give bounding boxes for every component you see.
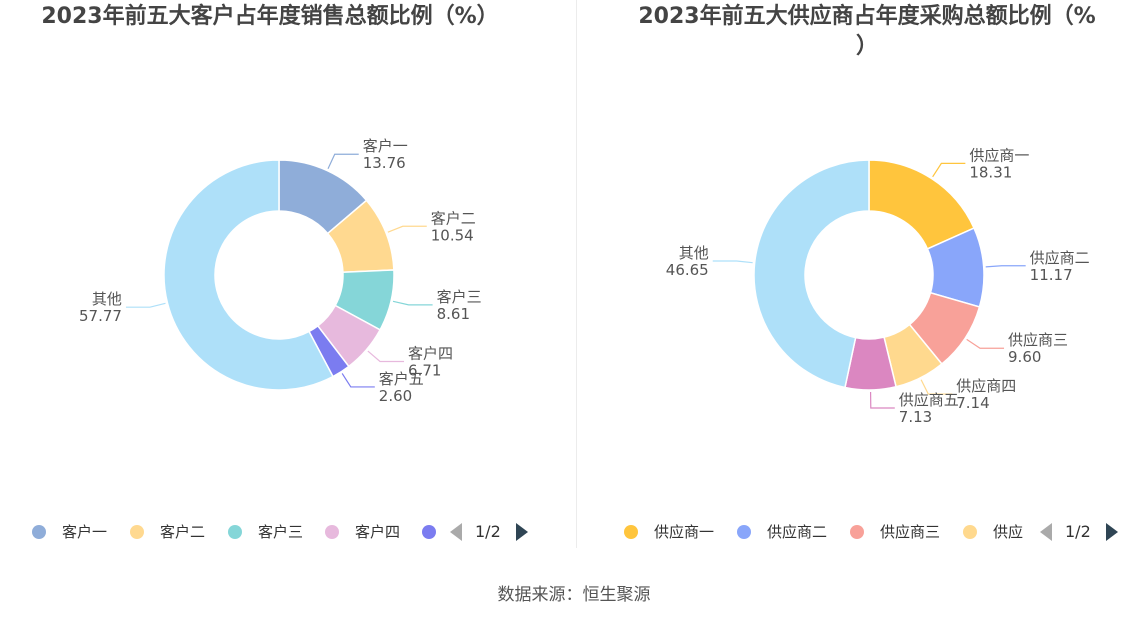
chart-legend: 供应商一 供应商二 供应商三 供应 1/2: [577, 518, 1148, 546]
supplier-slice-label-1: 供应商一: [969, 146, 1029, 164]
panel-divider: [576, 0, 577, 548]
customer-slice-value-5: 2.60: [379, 387, 412, 405]
legend-next-icon[interactable]: [1106, 523, 1118, 541]
legend-item-customer-4[interactable]: 客户四: [325, 518, 400, 546]
legend-item-customer-3[interactable]: 客户三: [228, 518, 303, 546]
supplier-slice-6[interactable]: [753, 159, 870, 389]
data-source-note: 数据来源：恒生聚源: [497, 585, 651, 605]
supplier-leader-line-4: [920, 379, 953, 395]
legend-dot: [737, 525, 751, 539]
legend-item-customer-1[interactable]: 客户一: [32, 518, 107, 546]
legend-page-indicator: 1/2: [1065, 522, 1091, 541]
supplier-chart-panel: 2023年前五大供应商占年度采购总额比例（% ） 供应商一 18.31 供应商二 11…: [577, 0, 1148, 550]
legend-item-supplier-3[interactable]: 供应商三: [850, 518, 940, 546]
customer-slice-value-1: 13.76: [363, 154, 406, 172]
supplier-leader-line-5: [869, 391, 895, 409]
customer-slice-6[interactable]: [163, 159, 334, 391]
legend-label: 客户一: [62, 523, 108, 541]
supplier-leader-line-6: [712, 260, 753, 264]
customer-slice-value-3: 8.61: [437, 305, 470, 323]
legend-dot: [325, 525, 339, 539]
supplier-slice-label-4: 供应商四: [956, 377, 1016, 395]
customer-slice-value-2: 10.54: [431, 226, 474, 244]
legend-pager: 1/2: [450, 518, 540, 546]
legend-dot: [130, 525, 144, 539]
legend-item-customer-5[interactable]: [422, 518, 452, 546]
supplier-slice-value-3: 9.60: [1008, 348, 1041, 366]
supplier-slice-value-2: 11.17: [1030, 266, 1073, 284]
customer-slice-label-4: 客户四: [408, 344, 453, 362]
supplier-slice-value-1: 18.31: [969, 163, 1012, 181]
legend-prev-icon[interactable]: [1040, 523, 1052, 541]
legend-item-supplier-4[interactable]: 供应: [963, 518, 1023, 546]
legend-next-icon[interactable]: [516, 523, 528, 541]
supplier-slice-label-2: 供应商二: [1030, 249, 1090, 267]
legend-dot: [228, 525, 242, 539]
customer-leader-line-6: [125, 302, 166, 308]
customer-slice-value-6: 57.77: [79, 307, 122, 325]
customer-leader-line-1: [327, 153, 359, 170]
customer-slice-label-5: 客户五: [379, 370, 424, 388]
supplier-slice-value-4: 7.14: [956, 394, 989, 412]
customer-slice-label-2: 客户二: [431, 209, 476, 227]
legend-label: 供应商三: [880, 523, 941, 541]
supplier-leader-line-1: [932, 162, 966, 178]
customer-chart-panel: 2023年前五大客户占年度销售总额比例（%） 客户一 13.76 客户二 10.54 客…: [0, 0, 576, 550]
legend-label: 客户四: [355, 523, 401, 541]
supplier-leader-line-3: [966, 338, 1005, 349]
supplier-slice-value-5: 7.13: [899, 408, 932, 426]
customer-leader-line-3: [392, 300, 433, 306]
supplier-slice-value-6: 46.65: [666, 261, 709, 279]
legend-label: 供应商二: [767, 523, 828, 541]
legend-label: 供应: [993, 523, 1024, 541]
chart-title: 2023年前五大供应商占年度采购总额比例（% ）: [638, 4, 1096, 59]
chart-legend: 客户一 客户二 客户三 客户四 1/2: [0, 518, 576, 546]
legend-dot: [422, 525, 436, 539]
legend-dot: [32, 525, 46, 539]
customer-leader-line-2: [387, 225, 427, 233]
customer-leader-line-5: [341, 373, 375, 388]
legend-prev-icon[interactable]: [450, 523, 462, 541]
customer-slice-label-6: 其他: [92, 290, 122, 308]
customer-slice-label-3: 客户三: [437, 288, 482, 306]
legend-dot: [624, 525, 638, 539]
supplier-slice-label-6: 其他: [679, 244, 709, 262]
customer-slice-label-1: 客户一: [363, 137, 408, 155]
legend-item-customer-2[interactable]: 客户二: [130, 518, 205, 546]
supplier-leader-line-2: [985, 265, 1026, 268]
supplier-slice-label-3: 供应商三: [1008, 331, 1068, 349]
legend-label: 客户二: [160, 523, 206, 541]
customer-slice-value-4: 6.71: [408, 361, 441, 379]
customer-leader-line-4: [367, 350, 405, 363]
supplier-slice-label-5: 供应商五: [899, 391, 959, 409]
legend-page-indicator: 1/2: [475, 522, 501, 541]
legend-item-supplier-1[interactable]: 供应商一: [624, 518, 714, 546]
legend-item-supplier-2[interactable]: 供应商二: [737, 518, 827, 546]
legend-pager: 1/2: [1040, 518, 1130, 546]
chart-title: 2023年前五大客户占年度销售总额比例（%）: [41, 4, 499, 29]
legend-label: 供应商一: [654, 523, 715, 541]
legend-dot: [963, 525, 977, 539]
legend-label: 客户三: [258, 523, 304, 541]
legend-dot: [850, 525, 864, 539]
